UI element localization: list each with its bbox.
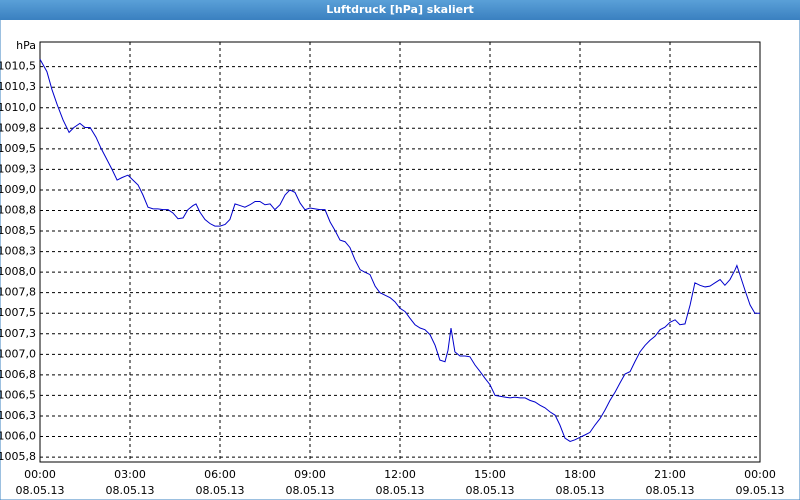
x-tick-label: 21:00 [654, 468, 686, 481]
x-tick-label: 18:00 [564, 468, 596, 481]
y-tick-label: 1006,5 [0, 388, 36, 401]
x-tick-date: 08.05.13 [466, 484, 515, 497]
x-tick-label: 15:00 [474, 468, 506, 481]
y-tick-label: 1008,8 [0, 203, 36, 216]
title-bar [0, 0, 800, 20]
plot-frame [39, 41, 761, 463]
chart-title: Luftdruck [hPa] skaliert [326, 3, 474, 16]
x-tick-label: 09:00 [294, 468, 326, 481]
y-tick-label: 1007,8 [0, 286, 36, 299]
x-tick-date: 09.05.13 [736, 484, 785, 497]
y-tick-label: 1009,0 [0, 183, 36, 196]
y-tick-label: 1006,0 [0, 430, 36, 443]
y-tick-label: 1010,3 [0, 80, 36, 93]
y-tick-label: 1008,3 [0, 245, 36, 258]
data-line [39, 59, 760, 443]
x-tick-date: 08.05.13 [556, 484, 605, 497]
y-tick-label: 1009,5 [0, 142, 36, 155]
x-tick-label: 03:00 [114, 468, 146, 481]
y-tick-label: 1009,8 [0, 121, 36, 134]
grid [39, 42, 761, 462]
y-tick-label: 1006,3 [0, 409, 36, 422]
x-tick-label: 00:00 [744, 468, 776, 481]
x-tick-date: 08.05.13 [376, 484, 425, 497]
x-tick-label: 06:00 [204, 468, 236, 481]
y-tick-label: 1005,8 [0, 450, 36, 463]
x-tick-date: 08.05.13 [286, 484, 335, 497]
y-tick-label: 1006,8 [0, 368, 36, 381]
x-tick-date: 08.05.13 [196, 484, 245, 497]
y-tick-label: 1009,3 [0, 162, 36, 175]
y-tick-label: 1008,5 [0, 224, 36, 237]
y-tick-label: 1010,0 [0, 101, 36, 114]
x-tick-date: 08.05.13 [106, 484, 155, 497]
y-tick-label: 1007,5 [0, 306, 36, 319]
x-tick-date: 08.05.13 [646, 484, 695, 497]
y-tick-label: 1010,5 [0, 60, 36, 73]
x-tick-label: 00:00 [24, 468, 56, 481]
y-tick-label: 1007,0 [0, 347, 36, 360]
x-tick-date: 08.05.13 [16, 484, 65, 497]
y-axis-label: hPa [16, 39, 36, 52]
y-tick-label: 1008,0 [0, 265, 36, 278]
x-tick-label: 12:00 [384, 468, 416, 481]
y-tick-label: 1007,3 [0, 327, 36, 340]
